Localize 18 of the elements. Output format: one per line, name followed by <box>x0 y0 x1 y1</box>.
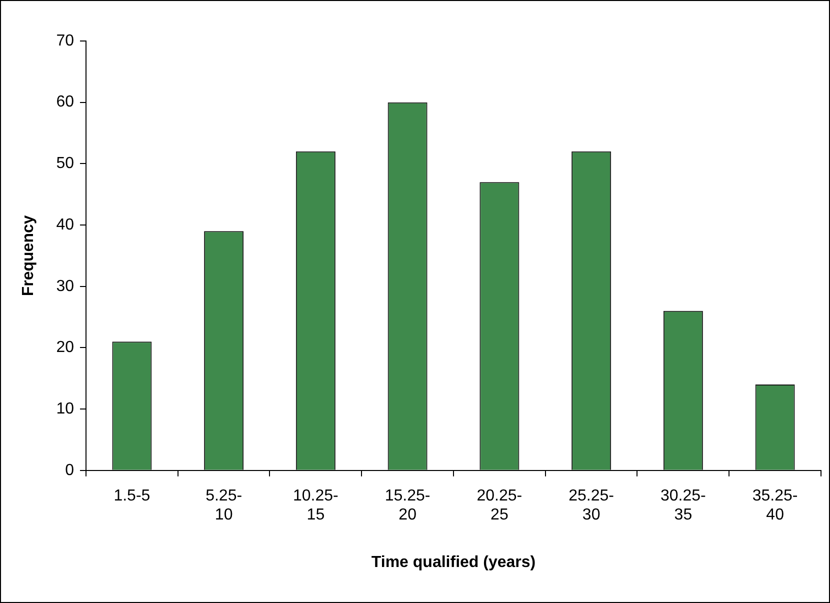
x-tick-label: 5.25-10 <box>206 487 242 524</box>
y-tick-label: 60 <box>56 94 74 111</box>
x-tick-label: 10.25-15 <box>293 487 338 524</box>
x-tick-label: 30.25-35 <box>660 487 706 524</box>
y-tick-label: 50 <box>56 155 74 172</box>
y-tick-label: 10 <box>56 400 74 418</box>
y-tick-label: 30 <box>56 278 74 295</box>
y-tick-label: 70 <box>56 32 74 50</box>
y-tick-label: 0 <box>65 462 74 479</box>
y-tick-label: 20 <box>56 339 74 356</box>
x-tick-label: 1.5-5 <box>114 487 150 504</box>
y-tick-label: 40 <box>56 216 74 234</box>
x-axis-title: Time qualified (years) <box>371 554 536 571</box>
x-tick-label: 25.25-30 <box>568 487 614 524</box>
x-tick-label: 15.25-20 <box>384 487 430 524</box>
x-tick-label: 35.25-40 <box>752 487 798 524</box>
y-axis-title: Frequency <box>20 215 38 296</box>
x-tick-label: 20.25-25 <box>476 487 522 524</box>
